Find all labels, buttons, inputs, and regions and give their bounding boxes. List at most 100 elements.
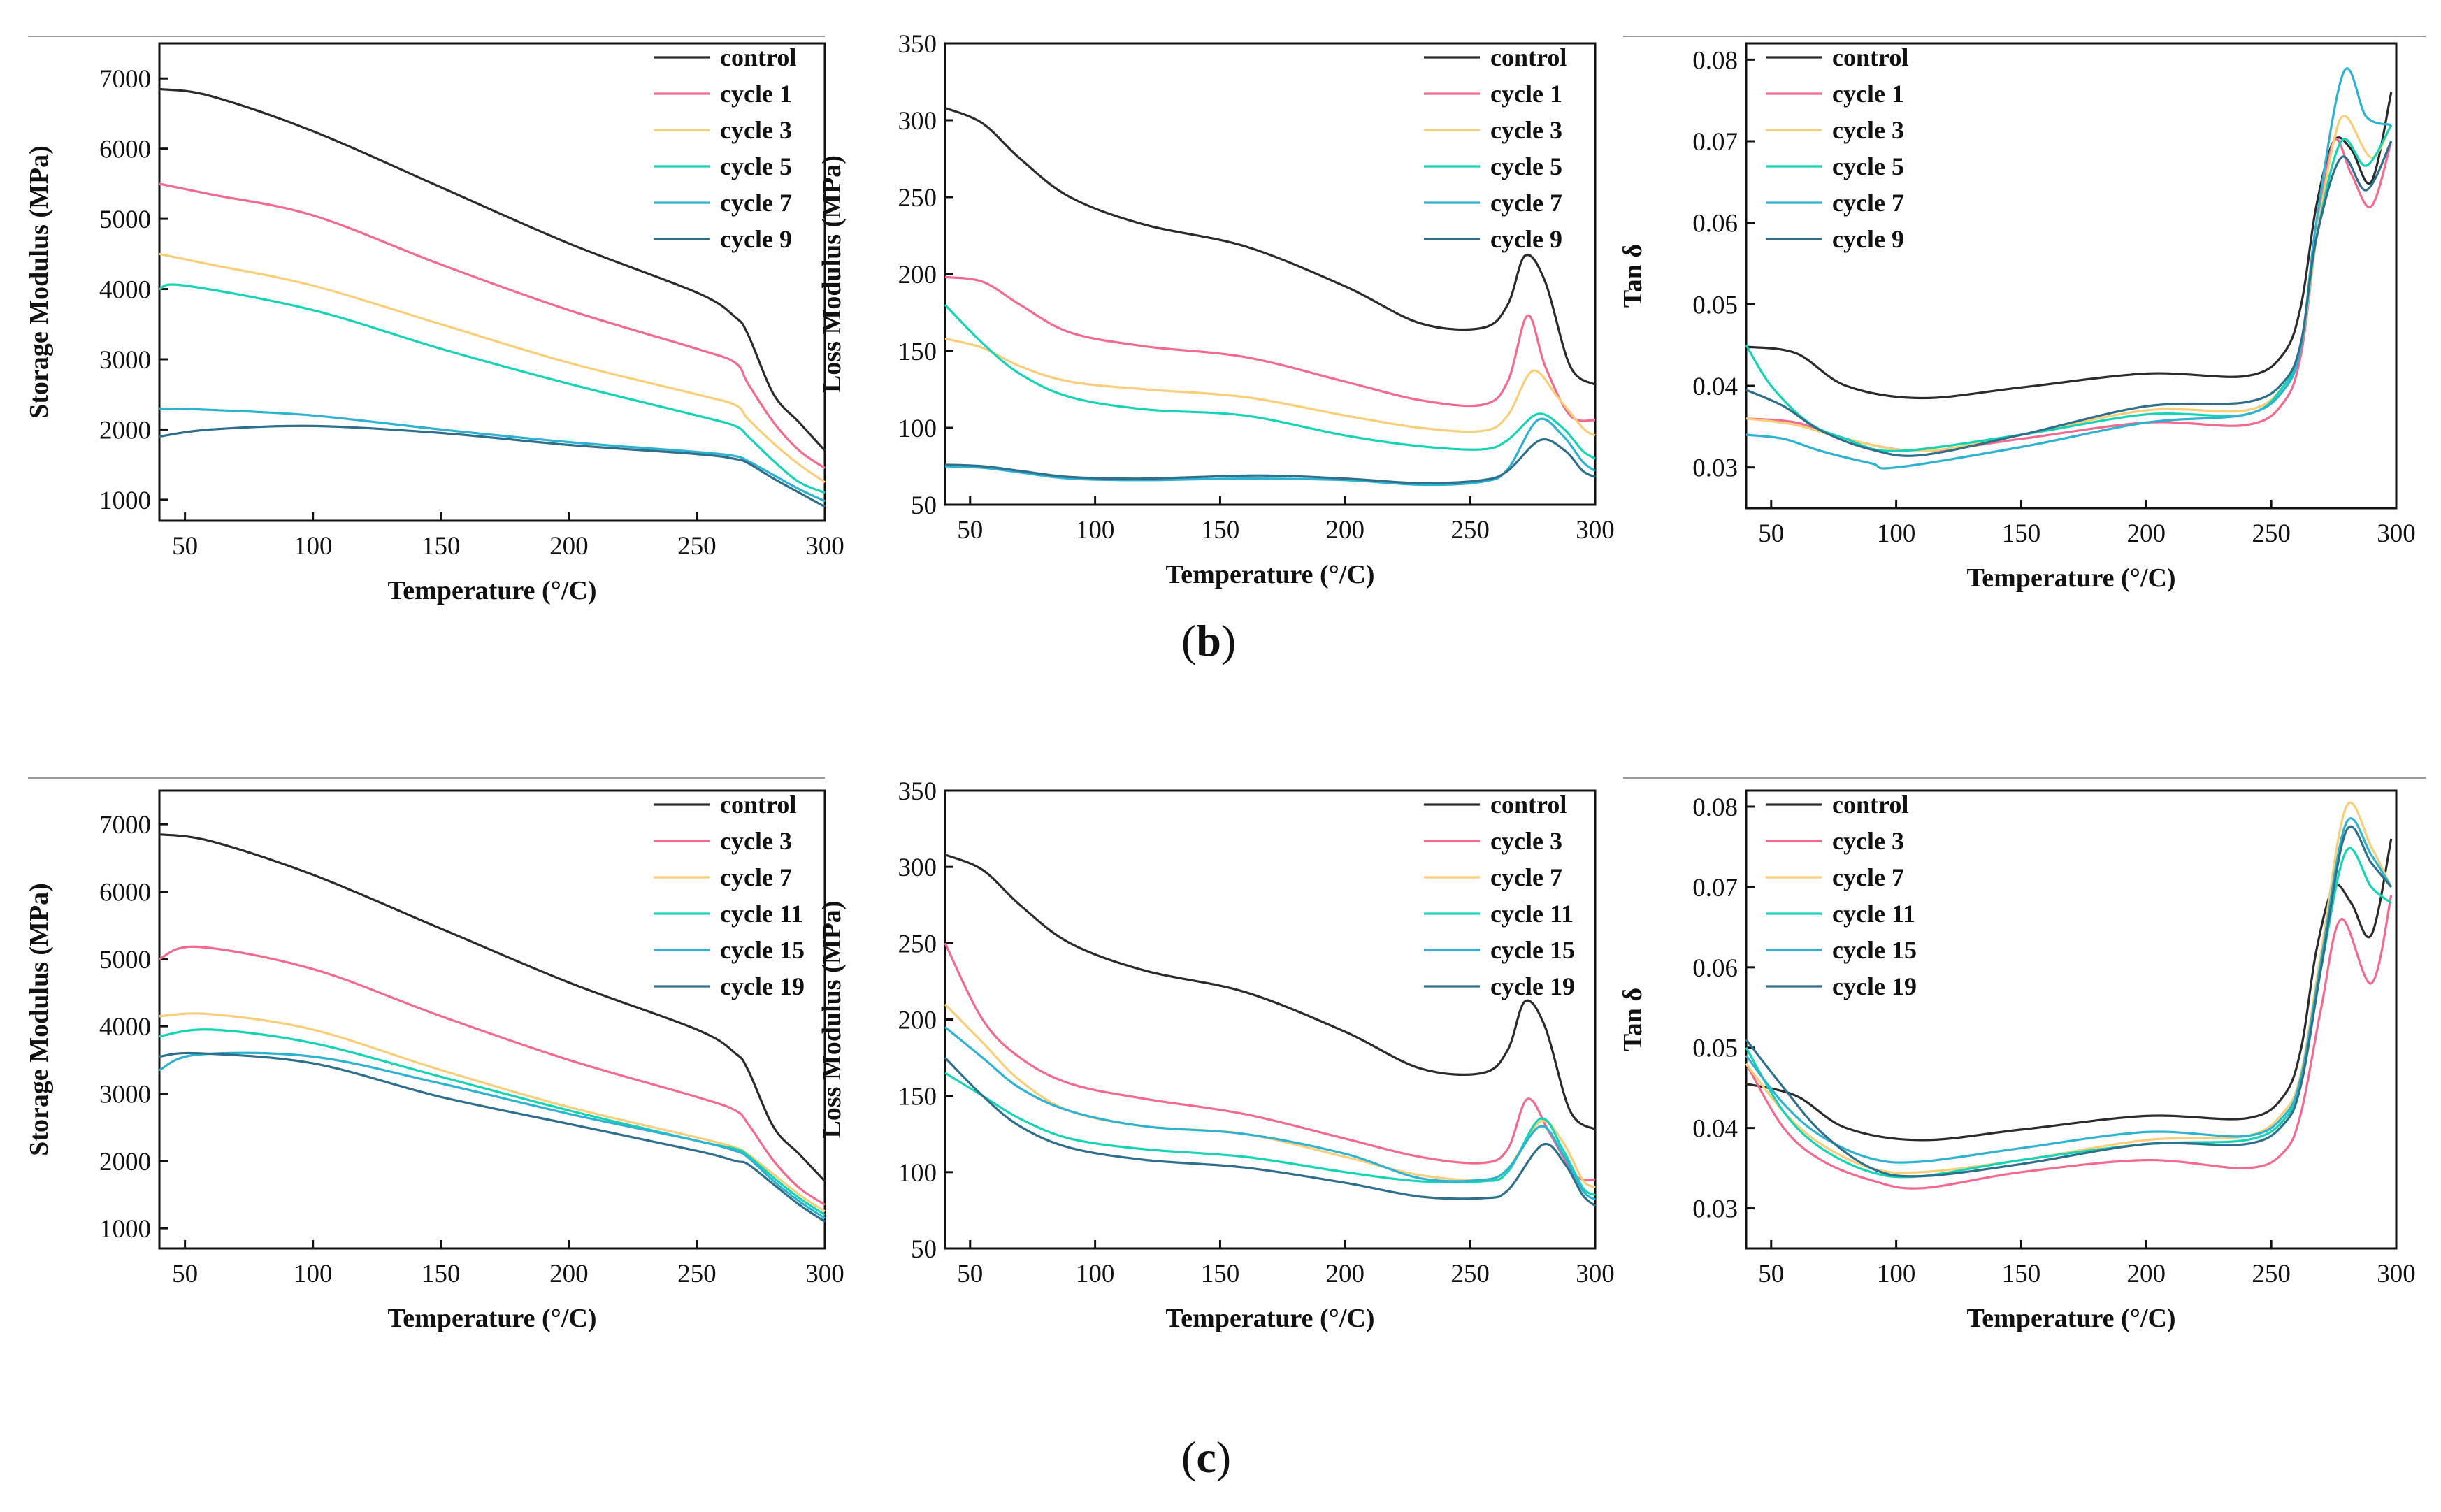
plot-frame	[944, 42, 1597, 506]
y-tick-label: 250	[898, 184, 937, 213]
legend-label: cycle 1	[1832, 80, 1904, 108]
series-line-cycle-19	[1745, 825, 2393, 1178]
y-tick-label: 1000	[99, 487, 151, 515]
series-line-cycle-7	[944, 417, 1596, 487]
y-tick-label: 200	[898, 1007, 937, 1035]
series-line-cycle-9	[944, 438, 1596, 484]
y-tick-label: 300	[898, 107, 937, 136]
legend-label: cycle 19	[720, 972, 805, 1000]
x-tick-label: 50	[957, 516, 983, 545]
series-line-cycle-11	[159, 1028, 826, 1216]
y-tick-label: 1000	[99, 1215, 151, 1244]
caption-c-letter: c	[1196, 1432, 1216, 1482]
legend-label: control	[1490, 43, 1567, 71]
x-tick-label: 250	[1450, 1260, 1490, 1288]
y-tick-label: 0.08	[1692, 793, 1738, 822]
legend-label: control	[720, 791, 796, 819]
x-tick-label: 250	[677, 532, 717, 561]
y-tick-label: 250	[898, 930, 937, 958]
x-tick-label: 100	[294, 1260, 333, 1288]
series-line-control	[159, 833, 826, 1182]
x-tick-label: 300	[2377, 519, 2416, 548]
chart-panel-3: 50 100 150 200 250 300 0.03 0.04 0.05 0.06 0.07 0.0…	[1618, 36, 2426, 593]
y-tick-label: 7000	[99, 65, 151, 94]
legend-label: cycle 9	[720, 225, 792, 253]
x-tick-label: 150	[1201, 516, 1240, 545]
y-tick-label: 7000	[99, 811, 151, 840]
y-tick-label: 200	[898, 261, 937, 289]
legend-label: cycle 7	[1832, 863, 1904, 891]
x-tick-label: 300	[1576, 1260, 1615, 1288]
y-tick-label: 0.06	[1692, 954, 1738, 983]
legend-label: cycle 5	[720, 152, 792, 180]
series-line-cycle-19	[159, 1051, 826, 1223]
x-tick-label: 50	[1758, 1260, 1784, 1288]
x-tick-label: 200	[2127, 1260, 2166, 1288]
y-tick-label: 150	[898, 1083, 937, 1111]
x-tick-label: 100	[1877, 1260, 1916, 1288]
y-tick-label: 0.06	[1692, 210, 1738, 238]
legend-label: cycle 7	[1832, 189, 1904, 217]
series-line-cycle-3	[159, 945, 826, 1206]
legend-label: cycle 7	[720, 863, 792, 891]
y-axis-label: Loss Modulus (MPa)	[817, 901, 847, 1139]
x-axis-label: Temperature (°/C)	[1966, 1304, 2175, 1333]
series-line-control	[944, 854, 1596, 1131]
caption-b-letter: b	[1196, 616, 1221, 665]
series-line-control	[1745, 838, 2393, 1142]
x-tick-label: 200	[1326, 1260, 1365, 1288]
caption-c: (c)	[1181, 1432, 1232, 1482]
x-tick-label: 150	[422, 532, 461, 561]
caption-b: (b)	[1181, 616, 1237, 665]
y-tick-label: 6000	[99, 878, 151, 907]
series-line-cycle-11	[944, 1072, 1596, 1197]
legend-label: cycle 11	[1490, 900, 1574, 928]
series-line-cycle-7	[1745, 801, 2393, 1174]
chart-panel-1: 50 100 150 200 250 300 1000 2000 3000 4000 5000 600…	[24, 36, 844, 605]
series-line-cycle-7	[159, 1012, 826, 1213]
legend-label: cycle 3	[720, 827, 792, 855]
x-tick-label: 150	[2002, 1260, 2041, 1288]
x-tick-label: 200	[549, 532, 589, 561]
plot-frame	[1745, 42, 2398, 510]
series-line-cycle-15	[1745, 817, 2393, 1164]
legend-label: cycle 15	[1832, 936, 1917, 964]
y-tick-label: 0.08	[1692, 46, 1738, 75]
x-tick-label: 250	[2252, 519, 2291, 548]
y-tick-label: 0.07	[1692, 128, 1738, 157]
legend-label: cycle 11	[720, 900, 803, 928]
y-tick-label: 0.04	[1692, 1115, 1738, 1144]
chart-panel-5: 50 100 150 200 250 300 50 100 150 200 250 300 350 Tem…	[817, 777, 1615, 1333]
legend-label: control	[720, 43, 796, 71]
x-axis-label: Temperature (°/C)	[1165, 1304, 1374, 1333]
legend-label: cycle 19	[1490, 972, 1575, 1000]
series-line-control	[159, 87, 826, 452]
series-line-control	[944, 106, 1596, 386]
x-axis-label: Temperature (°/C)	[1966, 563, 2175, 593]
y-tick-label: 0.03	[1692, 1195, 1738, 1224]
legend-label: cycle 9	[1490, 225, 1562, 253]
legend-label: cycle 3	[720, 116, 792, 144]
legend-label: cycle 19	[1832, 972, 1917, 1000]
series-line-cycle-3	[1745, 115, 2393, 452]
series-line-cycle-1	[944, 275, 1596, 422]
x-axis-label: Temperature (°/C)	[387, 576, 596, 605]
legend-label: cycle 1	[720, 80, 792, 108]
x-tick-label: 250	[677, 1260, 717, 1288]
y-tick-label: 50	[911, 1235, 937, 1264]
series-line-cycle-7	[159, 407, 826, 503]
series-line-control	[1745, 92, 2393, 400]
y-tick-label: 300	[898, 854, 937, 882]
legend-label: cycle 7	[720, 189, 792, 217]
y-tick-label: 150	[898, 338, 937, 366]
y-tick-label: 0.05	[1692, 1035, 1738, 1063]
x-tick-label: 100	[294, 532, 333, 561]
y-tick-label: 5000	[99, 206, 151, 234]
series-line-cycle-7	[1745, 67, 2392, 470]
y-tick-label: 100	[898, 415, 937, 443]
y-tick-label: 6000	[99, 136, 151, 164]
y-tick-label: 350	[898, 30, 937, 59]
x-tick-label: 100	[1076, 1260, 1115, 1288]
legend-label: cycle 11	[1832, 900, 1915, 928]
